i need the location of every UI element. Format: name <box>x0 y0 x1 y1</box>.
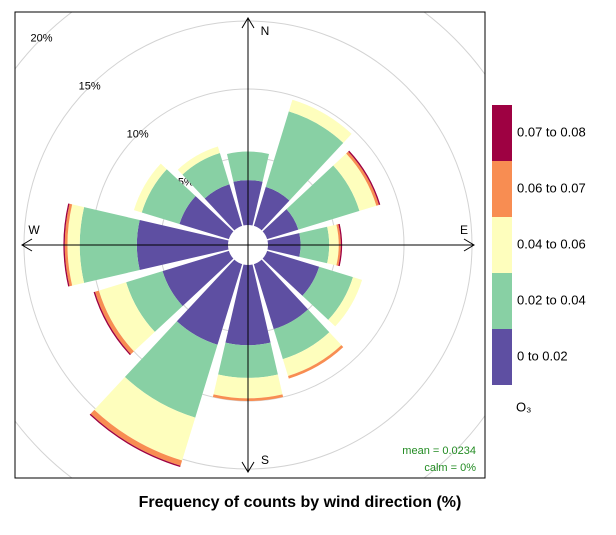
petal-segment <box>262 209 299 240</box>
petal-segment <box>262 250 320 296</box>
arrow-head <box>241 461 255 473</box>
legend-label: 0.02 to 0.04 <box>517 292 586 307</box>
legend-label: 0.04 to 0.06 <box>517 236 586 251</box>
petal-segment <box>282 332 342 376</box>
compass-label: W <box>28 223 40 237</box>
legend-swatch <box>492 217 512 273</box>
arrow-head <box>241 17 255 29</box>
arrow-head <box>463 238 475 252</box>
petal-segment <box>265 111 344 201</box>
petal-segment <box>288 345 344 379</box>
legend-swatch <box>492 273 512 329</box>
legend-swatch <box>492 161 512 217</box>
petal-segment <box>253 259 309 330</box>
chart-title: Frequency of counts by wind direction (%… <box>139 494 462 511</box>
petal-segment <box>64 203 73 287</box>
petal-segment <box>182 153 230 199</box>
petal-segment <box>253 186 290 231</box>
petal-segment <box>162 250 234 306</box>
legend-label: 0.07 to 0.08 <box>517 124 586 139</box>
petal-segment <box>273 309 330 360</box>
annotation: mean = 0.0234 <box>402 445 476 457</box>
ring-label: 10% <box>127 129 149 141</box>
ring-label: 20% <box>31 32 53 44</box>
petal-segment <box>98 282 155 352</box>
annotation: calm = 0% <box>424 462 476 474</box>
petal-segment <box>212 394 284 402</box>
ring-label: 15% <box>79 81 101 93</box>
petal-segment <box>124 321 218 418</box>
petal-segment <box>288 99 352 143</box>
compass-label: N <box>261 24 270 38</box>
legend-title: O₃ <box>516 399 531 414</box>
petal-segment <box>90 409 183 466</box>
petal-segment <box>286 165 360 230</box>
petal-segment <box>302 266 353 320</box>
petal-segment <box>94 290 134 355</box>
petal-segment <box>328 277 363 327</box>
petal-segment <box>176 259 243 345</box>
petal-segment <box>336 224 341 266</box>
panel-border <box>14 11 486 479</box>
legend-swatch <box>492 329 512 385</box>
petal-segment <box>338 223 343 267</box>
petal-segment <box>94 376 196 461</box>
petal-segment <box>333 153 377 211</box>
legend-swatch <box>492 105 512 161</box>
compass-label: S <box>261 453 269 467</box>
arrow-head <box>21 238 33 252</box>
petal-segment <box>179 196 234 240</box>
petal-segment <box>133 163 167 213</box>
legend-label: 0 to 0.02 <box>517 348 568 363</box>
petal-segment <box>204 184 243 231</box>
petal-segment <box>177 146 220 175</box>
petal-segment <box>126 271 183 332</box>
petal-segment <box>63 203 70 287</box>
petal-segment <box>141 169 196 225</box>
petal-segment <box>346 151 379 206</box>
compass-label: E <box>460 223 468 237</box>
legend-label: 0.06 to 0.07 <box>517 180 586 195</box>
